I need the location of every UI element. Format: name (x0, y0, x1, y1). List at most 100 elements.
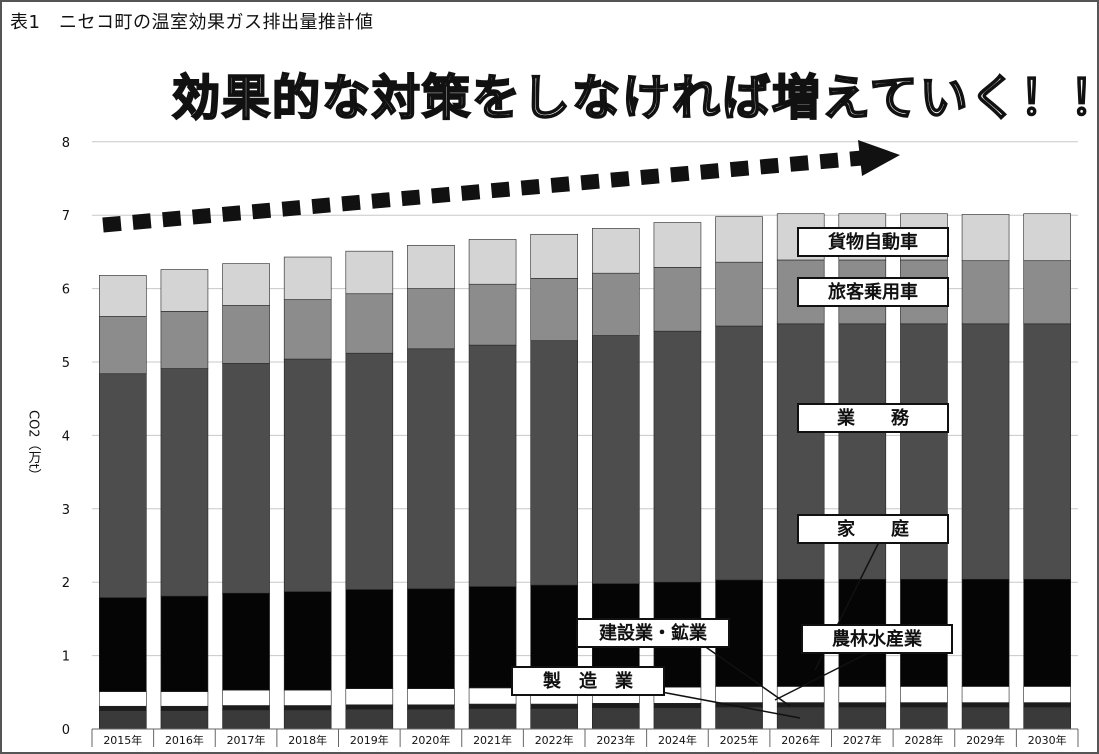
bar-segment (222, 363, 270, 594)
bar-segment (407, 288, 455, 350)
bar-segment (468, 344, 517, 587)
bar-segment (345, 589, 394, 689)
y-axis-ticks: 0 1 2 3 4 5 6 7 8 (62, 136, 70, 738)
x-tick-label: 2026年 (781, 733, 820, 747)
bar-segment (961, 686, 1010, 703)
bar-segment (653, 267, 702, 332)
x-tick-label: 2021年 (473, 733, 512, 747)
y-tick-label: 4 (62, 429, 70, 444)
series-label: 家 庭 (837, 518, 909, 540)
bar-segment (653, 330, 702, 583)
bar-segment (1023, 260, 1071, 325)
bar-segment (222, 705, 270, 711)
bar-segment (468, 703, 517, 709)
series-label: 業 務 (836, 407, 910, 429)
bars (99, 213, 1071, 730)
y-tick-label: 1 (62, 650, 70, 665)
bar-segment (283, 299, 332, 360)
bar-segment (530, 233, 578, 279)
bar-segment (653, 222, 702, 268)
bar-segment (715, 216, 763, 263)
x-tick-label: 2016年 (165, 733, 204, 747)
x-tick-label: 2018年 (288, 733, 327, 747)
bar-segment (900, 706, 948, 730)
series-label: 農林水産業 (832, 628, 923, 650)
bar-segment (1023, 578, 1071, 687)
series-label: 建設業・鉱業 (599, 622, 708, 644)
bar-segment (468, 239, 517, 285)
bar-segment (222, 592, 270, 691)
bar-segment (407, 688, 455, 706)
bar-segment (99, 275, 147, 317)
series-label: 旅客乗用車 (828, 281, 918, 303)
bar-segment (530, 278, 578, 342)
bar-segment (961, 214, 1010, 262)
series-label-box (511, 666, 665, 696)
series-label-box (797, 514, 949, 544)
y-tick-label: 3 (62, 503, 70, 518)
bar-segment (160, 705, 209, 711)
bar-segment (99, 597, 147, 692)
trend-arrow (102, 140, 900, 233)
bar-segment (900, 686, 948, 703)
y-tick-label: 5 (62, 356, 70, 371)
bar-segment (468, 708, 517, 730)
bar-segment (961, 323, 1010, 580)
bar-segment (407, 244, 455, 289)
x-tick-label: 2028年 (904, 733, 943, 747)
bar-segment (283, 709, 332, 730)
table-title: 表1 ニセコ町の温室効果ガス排出量推計値 (10, 12, 374, 33)
series-label: 貨物自動車 (828, 231, 918, 253)
bar-segment (345, 352, 394, 590)
bar-segment (592, 703, 640, 709)
bar-segment (838, 706, 887, 730)
bar-segment (345, 293, 394, 354)
bar-segment (283, 591, 332, 691)
leader-line (639, 687, 801, 719)
y-tick-label: 2 (62, 576, 70, 591)
series-label-box (576, 618, 730, 648)
bar-segment (1023, 702, 1071, 708)
trend-arrow-head (858, 140, 900, 176)
bar-segment (592, 228, 640, 274)
leader-line (774, 651, 871, 701)
bar-segment (1023, 706, 1071, 730)
bar-segment (283, 689, 332, 706)
bar-segment (1023, 686, 1071, 703)
bar-segment (1023, 213, 1071, 262)
series-label-box (801, 624, 953, 654)
x-tick-label: 2023年 (596, 733, 635, 747)
bar-segment (715, 261, 763, 327)
series-label-box (797, 277, 949, 307)
bar-segment (530, 708, 578, 730)
bar-segment (99, 705, 147, 711)
bar-segment (592, 272, 640, 336)
bar-segment (222, 709, 270, 730)
bar-segment (222, 305, 270, 364)
bar-segment (99, 710, 147, 730)
bar-segment (776, 702, 825, 708)
series-label: 製 造 業 (542, 670, 634, 692)
bar-segment (160, 710, 209, 730)
bar-segment (838, 686, 887, 703)
bar-segment (407, 588, 455, 689)
bar-segment (900, 702, 948, 708)
bar-segment (222, 263, 270, 306)
bar-segment (776, 706, 825, 730)
series-label-box (797, 227, 949, 257)
bar-segment (653, 703, 702, 709)
bar-segment (530, 703, 578, 709)
x-tick-label: 2015年 (103, 733, 142, 747)
bar-segment (222, 689, 270, 706)
bar-segment (1023, 323, 1071, 580)
bar-segment (407, 348, 455, 590)
x-axis-ticks: 2015年 2016年 2017年 2018年 2019年 2020年 2021年 2022年… (91, 728, 1079, 747)
slogan-heading: 効果的な対策をしなければ増えていく！！ (171, 69, 1099, 127)
bar-segment (530, 340, 578, 586)
bar-segment (961, 702, 1010, 708)
bar-segment (99, 373, 147, 598)
bar-segment (345, 704, 394, 710)
bar-segment (468, 586, 517, 689)
